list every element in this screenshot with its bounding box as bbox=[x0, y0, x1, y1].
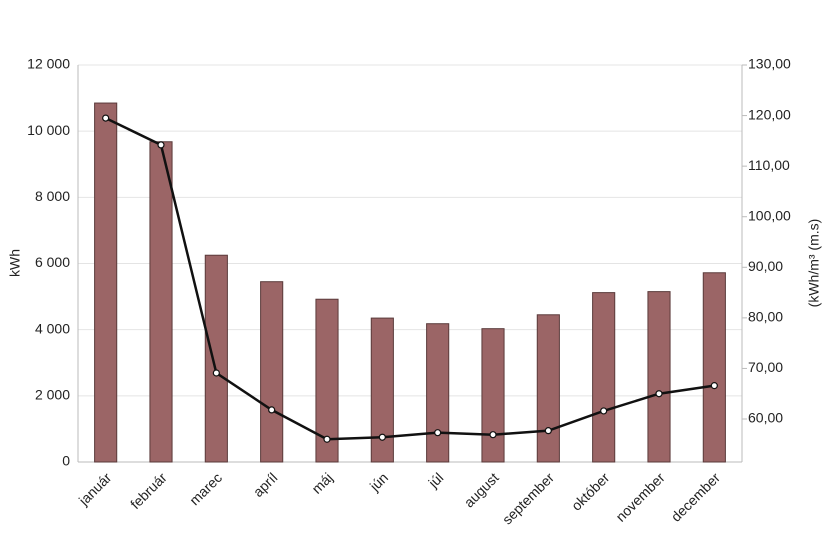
y2-tick-label: 120,00 bbox=[748, 106, 791, 122]
x-tick-label: marec bbox=[186, 469, 225, 508]
line-point bbox=[212, 369, 220, 377]
x-tick-label: december bbox=[668, 469, 724, 525]
bar bbox=[370, 317, 394, 463]
bar bbox=[204, 254, 228, 463]
bar bbox=[647, 291, 671, 463]
line-point bbox=[489, 431, 497, 439]
y-axis-title: kWh bbox=[7, 249, 23, 277]
bar bbox=[94, 102, 118, 463]
y-tick-label: 8 000 bbox=[35, 188, 70, 204]
y2-tick-label: 80,00 bbox=[748, 309, 783, 325]
y2-tick-label: 70,00 bbox=[748, 359, 783, 375]
y-tick-label: 10 000 bbox=[27, 122, 70, 138]
bar bbox=[426, 323, 450, 463]
x-tick-label: jún bbox=[366, 469, 391, 494]
y2-tick-label: 90,00 bbox=[748, 258, 783, 274]
y2-axis-title: (kWh/m³ (m.s) bbox=[806, 219, 822, 308]
y-tick-label: 4 000 bbox=[35, 320, 70, 336]
bar bbox=[702, 272, 726, 463]
line-point bbox=[157, 141, 165, 149]
x-tick-label: júl bbox=[424, 469, 446, 491]
y2-tick-label: 110,00 bbox=[748, 157, 790, 173]
x-tick-label: január bbox=[75, 469, 115, 509]
x-tick-label: apríl bbox=[250, 469, 281, 500]
bar bbox=[260, 281, 284, 463]
line-point bbox=[600, 407, 608, 415]
x-tick-label: február bbox=[127, 469, 170, 512]
line-point bbox=[710, 382, 718, 390]
bar bbox=[481, 328, 505, 463]
bar bbox=[315, 298, 339, 463]
line-point bbox=[268, 406, 276, 414]
y2-tick-label: 60,00 bbox=[748, 410, 783, 426]
y-tick-label: 12 000 bbox=[27, 56, 70, 72]
y-tick-label: 0 bbox=[62, 453, 70, 469]
line bbox=[105, 116, 715, 441]
x-tick-label: september bbox=[499, 469, 557, 527]
line-point bbox=[102, 114, 110, 122]
line-point bbox=[378, 433, 386, 441]
bar bbox=[592, 292, 616, 463]
bar bbox=[536, 314, 560, 463]
x-tick-label: november bbox=[612, 469, 668, 525]
x-tick-label: október bbox=[568, 469, 613, 514]
y2-tick-label: 130,00 bbox=[748, 56, 791, 72]
y-tick-label: 2 000 bbox=[35, 387, 70, 403]
x-tick-label: máj bbox=[308, 469, 335, 496]
line-point bbox=[323, 435, 331, 443]
line-point bbox=[544, 427, 552, 435]
bar bbox=[149, 141, 173, 463]
line-point bbox=[655, 390, 663, 398]
y2-tick-label: 100,00 bbox=[748, 207, 791, 223]
x-tick-label: august bbox=[461, 469, 502, 510]
line-point bbox=[434, 429, 442, 437]
y-tick-label: 6 000 bbox=[35, 254, 70, 270]
